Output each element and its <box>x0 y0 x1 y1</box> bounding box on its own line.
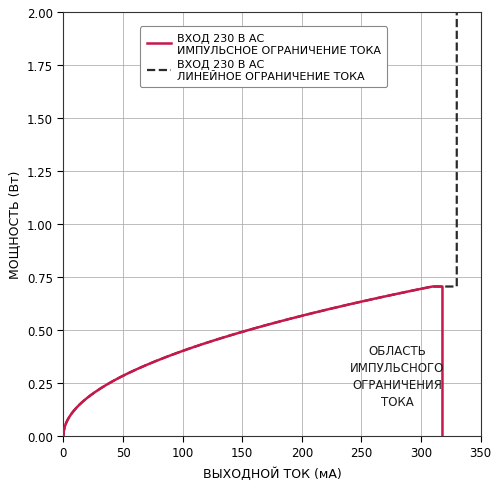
X-axis label: ВЫХОДНОЙ ТОК (мА): ВЫХОДНОЙ ТОК (мА) <box>202 466 342 480</box>
Text: ОБЛАСТЬ
ИМПУЛЬСНОГО
ОГРАНИЧЕНИЯ
ТОКА: ОБЛАСТЬ ИМПУЛЬСНОГО ОГРАНИЧЕНИЯ ТОКА <box>350 345 444 408</box>
Legend: ВХОД 230 В АС
ИМПУЛЬСНОЕ ОГРАНИЧЕНИЕ ТОКА, ВХОД 230 В АС
ЛИНЕЙНОЕ ОГРАНИЧЕНИЕ ТО: ВХОД 230 В АС ИМПУЛЬСНОЕ ОГРАНИЧЕНИЕ ТОК… <box>140 27 388 88</box>
Y-axis label: МОЩНОСТЬ (Вт): МОЩНОСТЬ (Вт) <box>8 170 22 279</box>
